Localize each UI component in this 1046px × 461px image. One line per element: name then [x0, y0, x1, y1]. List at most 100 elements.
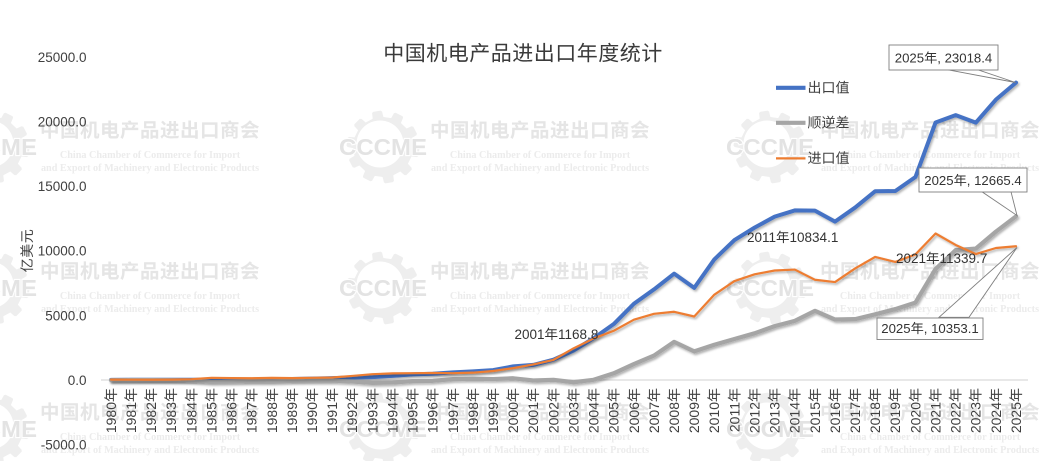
x-tick-label: 1981年 — [121, 388, 141, 433]
watermark-cn-text: 中国机电产品进出口商会 — [40, 255, 260, 284]
y-tick-label: 0.0 — [68, 369, 87, 389]
x-tick-label: 1986年 — [222, 388, 242, 433]
watermark-en-line1: China Chamber of Commerce for Import — [840, 150, 1021, 161]
x-tick-label: 2004年 — [584, 388, 604, 433]
watermark-logo-text: CCCME — [726, 134, 814, 160]
watermark-logo-text: CCCME — [0, 134, 37, 160]
legend: 出口值 顺逆差 进口值 — [776, 78, 850, 168]
x-tick-label: 2022年 — [946, 388, 966, 433]
watermark-en-line1: China Chamber of Commerce for Import — [450, 291, 631, 302]
x-tick-label: 1989年 — [282, 388, 302, 433]
x-tick-label: 1985年 — [201, 388, 221, 433]
watermark-en-line2: and Export of Machinery and Electronic P… — [821, 445, 1039, 456]
callout-balance-2025-text: 2025年, 12665.4 — [924, 170, 1022, 189]
callout-import-2025-pointer — [937, 247, 1018, 318]
watermark-logo: CCCME — [0, 394, 38, 461]
x-tick-label: 2021年 — [925, 388, 945, 433]
x-tick-label: 2025年 — [1006, 388, 1026, 433]
watermark-logo: CCCME — [725, 251, 815, 325]
watermark-gear-hub — [356, 120, 404, 168]
watermark-gear-hub — [356, 261, 404, 309]
y-axis-title: 亿美元 — [17, 229, 37, 273]
callout-import-2025-text: 2025年, 10353.1 — [881, 318, 979, 337]
x-tick-label: 1991年 — [322, 388, 342, 433]
watermark-en-line2: and Export of Machinery and Electronic P… — [431, 163, 649, 174]
x-tick-label: 2014年 — [785, 388, 805, 433]
watermark-logo: CCCME — [338, 110, 428, 184]
x-tick-label: 1988年 — [262, 388, 282, 433]
y-tick-label: -5000.0 — [41, 434, 87, 454]
chart-title: 中国机电产品进出口年度统计 — [383, 38, 663, 68]
watermark-cn-text: 中国机电产品进出口商会 — [40, 114, 260, 143]
legend-item-balance: 顺逆差 — [776, 113, 850, 133]
watermark-logo-text: CCCME — [339, 416, 427, 442]
data-label-2011: 2011年10834.1 — [747, 226, 838, 246]
y-tick-label: 20000.0 — [38, 111, 87, 131]
x-tick-label: 1999年 — [483, 388, 503, 433]
watermark-en-line2: and Export of Machinery and Electronic P… — [41, 445, 259, 456]
callout-export-2025: 2025年, 23018.4 — [888, 44, 1016, 83]
watermark-logo: CCCME — [725, 110, 815, 184]
y-tick-label: 15000.0 — [38, 175, 87, 195]
watermark-logo-text: CCCME — [0, 275, 37, 301]
callout-import-2025: 2025年, 10353.1 — [876, 247, 1018, 340]
series-line-balance — [108, 214, 1019, 385]
data-label-2021: 2021年11339.7 — [896, 247, 987, 267]
watermark-logo-text: CCCME — [0, 416, 37, 442]
watermark-text-block: 中国机电产品进出口商会 China Chamber of Commerce for… — [40, 114, 260, 174]
x-tick-label: 1994年 — [382, 388, 402, 433]
x-tick-label: 2020年 — [905, 388, 925, 433]
x-tick-label: 1997年 — [443, 388, 463, 433]
x-tick-label: 2006年 — [624, 388, 644, 433]
legend-item-export: 出口值 — [776, 78, 850, 98]
x-tick-label: 1984年 — [181, 388, 201, 433]
watermark-gear-hub — [0, 404, 14, 448]
watermark-cn-text: 中国机电产品进出口商会 — [820, 396, 1040, 425]
watermark-en-line1: China Chamber of Commerce for Import — [840, 291, 1021, 302]
x-tick-label: 1996年 — [423, 388, 443, 433]
watermark-logo-text: CCCME — [726, 416, 814, 442]
watermark-en-line2: and Export of Machinery and Electronic P… — [431, 445, 649, 456]
x-tick-label: 1990年 — [302, 388, 322, 433]
x-tick-label: 1983年 — [161, 388, 181, 433]
watermark-cn-text: 中国机电产品进出口商会 — [430, 114, 650, 143]
watermark-gear-hub — [356, 402, 404, 450]
watermark-en-line1: China Chamber of Commerce for Import — [60, 150, 241, 161]
watermark-logo-text: CCCME — [339, 275, 427, 301]
x-tick-label: 2010年 — [704, 388, 724, 433]
data-label-2001: 2001年1168.8 — [515, 323, 599, 343]
legend-label-import: 进口值 — [808, 148, 850, 168]
callout-export-2025-pointer — [947, 69, 1016, 83]
callout-balance-2025-pointer — [980, 191, 1018, 217]
watermark-text-block: 中国机电产品进出口商会 China Chamber of Commerce for… — [40, 396, 260, 456]
x-tick-label: 2017年 — [845, 388, 865, 433]
x-tick-label: 2008年 — [664, 388, 684, 433]
x-tick-label: 2005年 — [604, 388, 624, 433]
watermark-cn-text: 中国机电产品进出口商会 — [40, 396, 260, 425]
series-lines — [108, 80, 1019, 385]
y-tick-label: 5000.0 — [45, 304, 86, 324]
watermark-logo: CCCME — [0, 253, 38, 324]
x-tick-label: 1992年 — [342, 388, 362, 433]
watermark-en-line1: China Chamber of Commerce for Import — [60, 432, 241, 443]
watermark-logo: CCCME — [338, 251, 428, 325]
watermark-logo: CCCME — [725, 392, 815, 461]
watermark-gear-hub — [0, 263, 14, 307]
watermark-text-block: 中国机电产品进出口商会 China Chamber of Commerce for… — [820, 396, 1040, 456]
x-tick-label: 2002年 — [543, 388, 563, 433]
watermark-logo: CCCME — [0, 112, 38, 183]
x-tick-label: 2018年 — [865, 388, 885, 433]
x-tick-label: 2013年 — [765, 388, 785, 433]
x-tick-label: 2000年 — [503, 388, 523, 433]
watermark-cn-text: 中国机电产品进出口商会 — [430, 396, 650, 425]
x-tick-label: 1993年 — [362, 388, 382, 433]
y-tick-label: 25000.0 — [38, 46, 87, 66]
callout-export-2025-box — [888, 44, 999, 71]
watermark-en-line1: China Chamber of Commerce for Import — [840, 432, 1021, 443]
series-line-import — [109, 232, 1018, 381]
